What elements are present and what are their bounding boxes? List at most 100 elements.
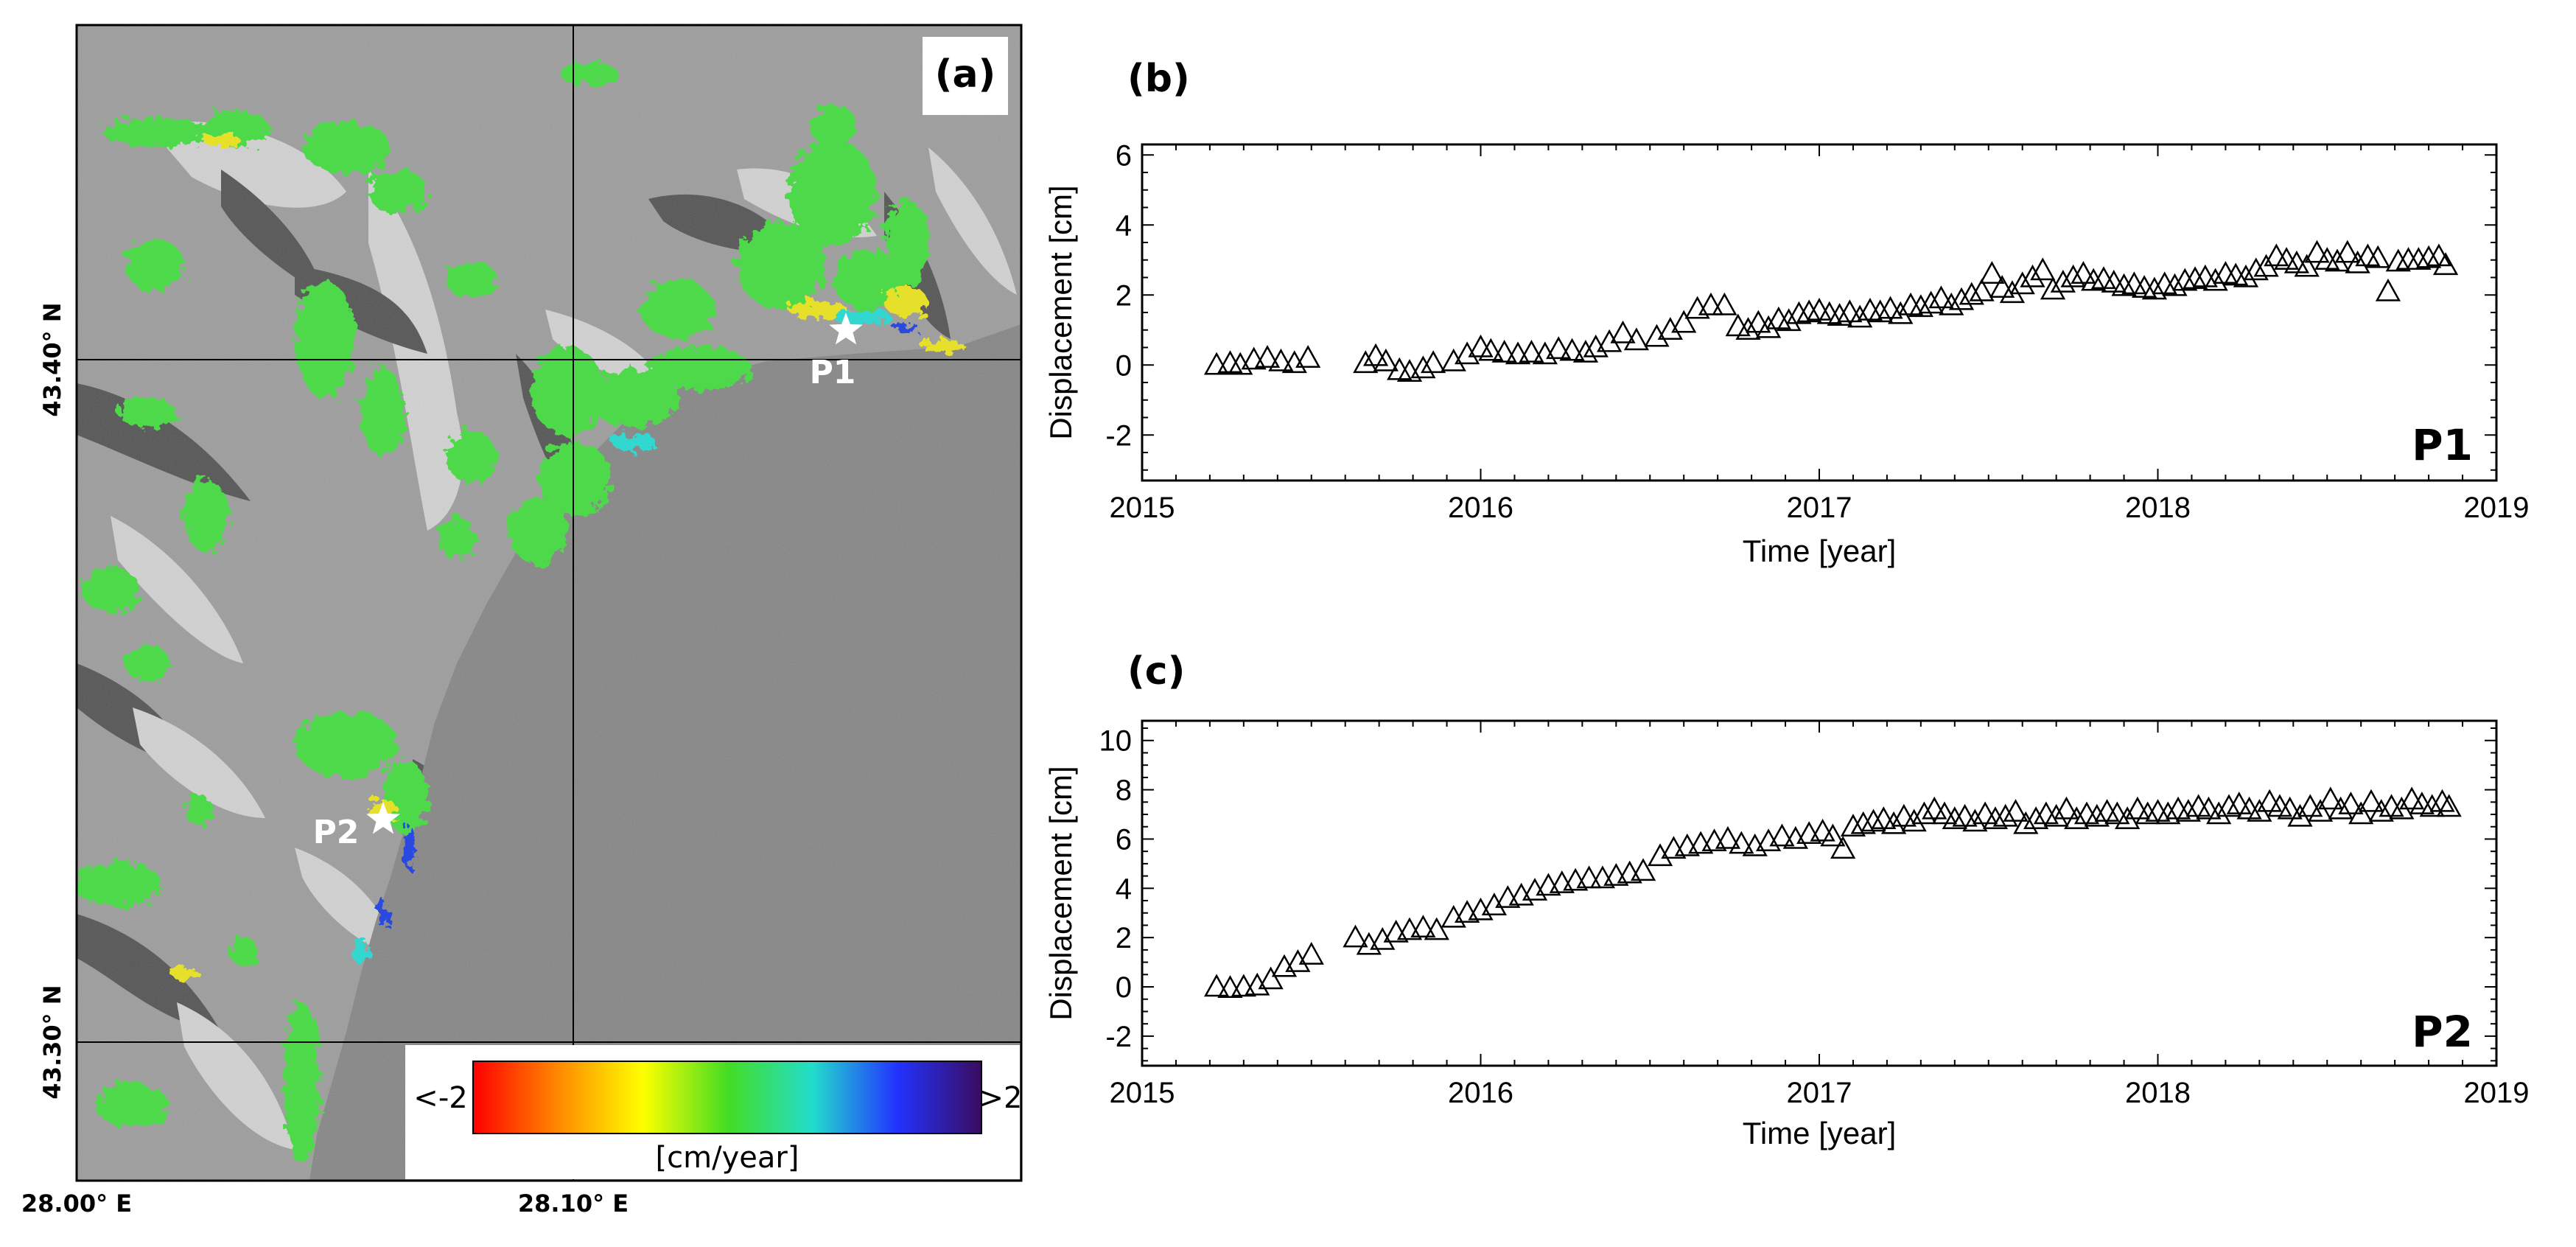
- data-point: [2040, 276, 2066, 300]
- data-point: [1596, 329, 1623, 352]
- colorbar: <-2 >2 [cm/year]: [405, 1045, 1022, 1179]
- data-point: [1827, 303, 1852, 326]
- y-tick-label: 2: [1116, 922, 1132, 954]
- data-point: [2013, 811, 2039, 834]
- data-point: [1962, 808, 1988, 832]
- plot-frame: [1141, 143, 2498, 482]
- data-point: [2243, 257, 2269, 281]
- y-tick-label: -2: [1105, 1021, 1132, 1053]
- data-points: [1203, 786, 2462, 998]
- colorbar-unit-label: [cm/year]: [656, 1141, 799, 1175]
- data-point: [1441, 904, 1466, 928]
- x-tick-label: 2019: [2464, 1077, 2530, 1109]
- colorbar-max-label: >2: [979, 1081, 1023, 1115]
- data-point: [2196, 796, 2222, 820]
- panel-label-b: (b): [1127, 57, 1190, 101]
- data-point: [1268, 348, 1294, 371]
- data-point: [2385, 248, 2411, 272]
- y-axis-label: Displacement [cm]: [1043, 766, 1078, 1020]
- data-point: [1888, 301, 1914, 324]
- data-point: [1674, 833, 1700, 856]
- data-point: [1877, 296, 1903, 319]
- data-point: [1421, 350, 1446, 374]
- data-point: [2429, 789, 2455, 812]
- x-tick-label: 2016: [1448, 1077, 1513, 1109]
- data-point: [2399, 786, 2425, 810]
- x-tick-label: 2016: [1448, 492, 1513, 524]
- data-point: [1992, 803, 2018, 827]
- data-point: [1891, 803, 1917, 827]
- data-point: [1657, 317, 1683, 340]
- data-point: [2365, 245, 2391, 268]
- map-label-box: [923, 37, 1008, 115]
- data-point: [1901, 808, 1927, 832]
- timeseries-chart-p2: (c) 2015 2016 2017 2018 2019 -2 0 2 4 6 8 10 Displa…: [1043, 649, 2529, 1150]
- data-point: [1231, 974, 1256, 997]
- data-point: [1217, 975, 1243, 998]
- data-point: [1939, 292, 1964, 315]
- data-point: [2419, 794, 2445, 817]
- data-point: [1468, 897, 1494, 921]
- data-point: [2141, 276, 2168, 300]
- data-point: [1559, 338, 1585, 361]
- data-point: [2345, 250, 2370, 273]
- point-marker-p1: P1: [810, 312, 863, 391]
- data-point: [1688, 831, 1714, 854]
- star-icon: [829, 312, 863, 345]
- point-label-p2-chart: P2: [2412, 1007, 2473, 1057]
- data-point: [1725, 313, 1751, 337]
- data-point: [1362, 343, 1389, 366]
- speckle-texture: [77, 25, 1021, 1181]
- y-tick-label: 10: [1099, 725, 1133, 758]
- data-point: [1241, 346, 1267, 370]
- data-point: [1589, 865, 1616, 889]
- data-point: [1847, 304, 1873, 328]
- data-point: [2064, 806, 2090, 829]
- data-point: [1796, 299, 1822, 323]
- data-point: [1715, 825, 1741, 849]
- data-point: [1271, 954, 1298, 977]
- data-point: [2358, 789, 2384, 812]
- data-point: [1617, 860, 1642, 884]
- x-tick-label: 2018: [2125, 1077, 2191, 1109]
- data-point: [1258, 966, 1284, 990]
- data-point: [1698, 292, 1724, 315]
- data-point: [1353, 350, 1379, 374]
- data-point: [2294, 254, 2320, 277]
- data-point: [2338, 792, 2364, 814]
- data-point: [1661, 836, 1687, 859]
- data-point: [2192, 264, 2218, 287]
- velocity-points: [77, 63, 965, 1164]
- data-point: [1922, 796, 1947, 820]
- y-tick-label: -2: [1105, 419, 1132, 452]
- data-point: [1217, 350, 1243, 374]
- data-point: [1897, 292, 1924, 315]
- data-point: [2267, 794, 2293, 817]
- data-point: [1942, 806, 1967, 829]
- data-point: [1478, 338, 1504, 361]
- data-point: [1989, 275, 2015, 298]
- y-tick-label: 6: [1116, 823, 1132, 856]
- data-point: [1396, 917, 1423, 940]
- colorbar-ramp: [472, 1061, 982, 1134]
- data-point: [2081, 268, 2107, 291]
- y-tick-label: 6: [1116, 139, 1132, 172]
- data-point: [1952, 803, 1978, 827]
- data-point: [1285, 949, 1311, 972]
- panel-label-a: (a): [935, 52, 996, 97]
- data-point: [1867, 299, 1893, 323]
- x-tick-label: 2019: [2464, 492, 2530, 524]
- data-point: [1820, 823, 1846, 847]
- data-point: [2277, 796, 2303, 820]
- data-point: [2304, 240, 2330, 263]
- data-point: [2368, 799, 2394, 822]
- data-point: [1454, 900, 1480, 923]
- axis-tick-labels: 2015 2016 2017 2018 2019 -2 0 2 4 6 8 10: [1099, 725, 2530, 1109]
- data-point: [1203, 974, 1230, 997]
- data-point: [1603, 863, 1629, 886]
- data-point: [1931, 801, 1958, 825]
- data-point: [1911, 801, 1937, 825]
- point-marker-p2: P2: [313, 802, 400, 851]
- data-point: [1840, 814, 1866, 836]
- data-point: [1712, 292, 1737, 315]
